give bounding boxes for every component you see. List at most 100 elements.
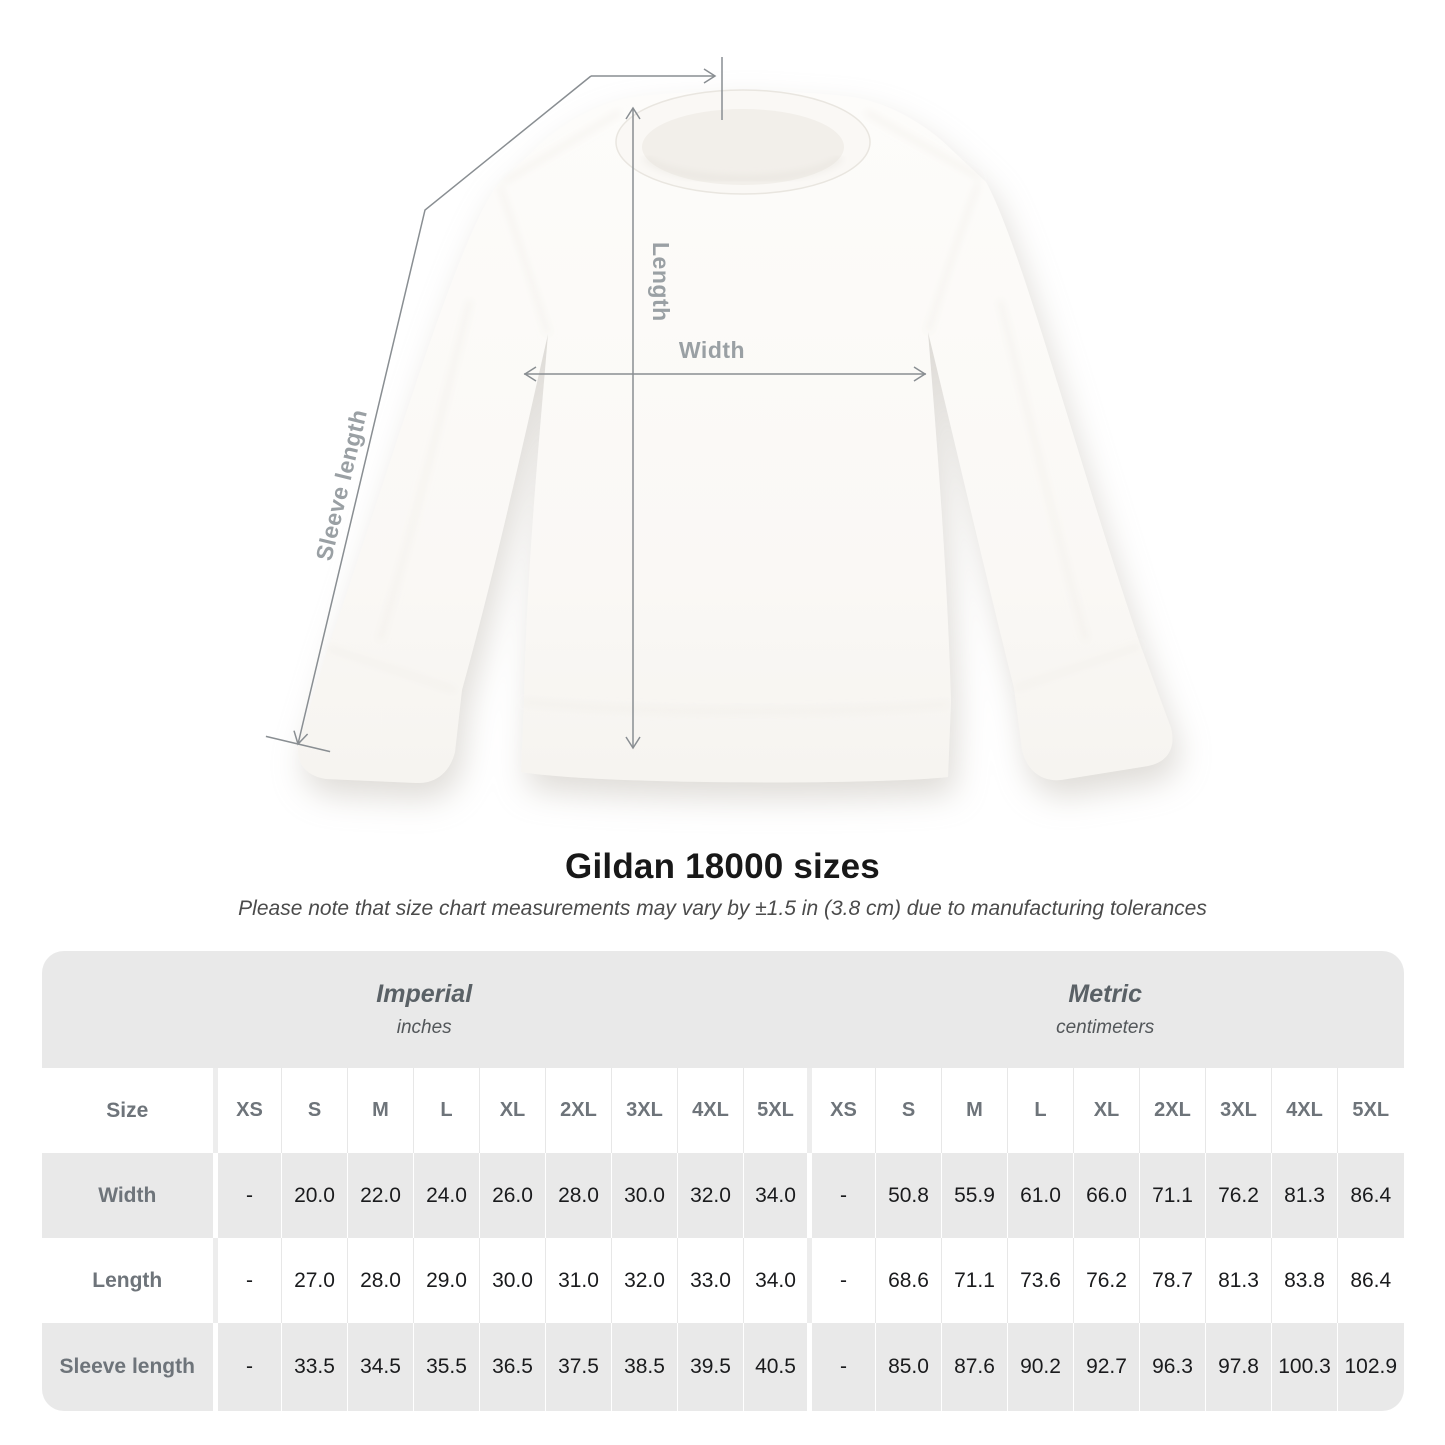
value-cell-metric: 83.8	[1271, 1238, 1338, 1323]
table-row-row-sleeve: Sleeve length -33.5 34.5 35.5 36.5 37.5 38.5 39…	[41, 1323, 1404, 1411]
value-cell-metric: -	[807, 1323, 876, 1411]
size-col-header-metric-2xl: 2XL	[1139, 1068, 1206, 1153]
measurement-row-label: Sleeve length	[59, 1355, 195, 1378]
table-row-row-length: Length -27.0 28.0 29.0 30.0 31.0 32.0 33.0 34.0-…	[41, 1238, 1404, 1323]
value-cell-metric: 100.3	[1271, 1323, 1338, 1411]
value-cell-imperial: 27.0	[281, 1238, 348, 1323]
metric-unit: centimeters	[1056, 1017, 1155, 1038]
value-cell-imperial: 33.5	[281, 1323, 348, 1411]
measurement-row-label: Length	[92, 1268, 163, 1292]
value-cell-imperial: 38.5	[611, 1323, 678, 1411]
value-cell-imperial: 20.0	[281, 1153, 348, 1238]
size-col-header-metric-3xl: 3XL	[1205, 1068, 1272, 1153]
tolerance-note: Please note that size chart measurements…	[238, 897, 1207, 920]
value-cell-imperial: 28.0	[545, 1153, 612, 1238]
value-cell-imperial: 31.0	[545, 1238, 612, 1323]
value-cell-imperial: -	[213, 1323, 282, 1411]
value-cell-imperial: 28.0	[347, 1238, 414, 1323]
value-cell-imperial: -	[213, 1153, 282, 1238]
right-arrowhead-icon	[703, 68, 717, 84]
size-col-header-metric-xs: XS	[807, 1068, 876, 1153]
value-cell-metric: 102.9	[1337, 1323, 1404, 1411]
value-cell-imperial: 22.0	[347, 1153, 414, 1238]
size-col-header-metric-s: S	[875, 1068, 942, 1153]
value-cell-metric: 50.8	[875, 1153, 942, 1238]
size-col-header-imperial-m: M	[347, 1068, 414, 1153]
size-col-header-metric-5xl: 5XL	[1337, 1068, 1404, 1153]
sleeve-length-line	[297, 75, 592, 745]
page-title: Gildan 18000 sizes	[565, 847, 880, 886]
value-cell-imperial: 34.0	[743, 1153, 810, 1238]
metric-group-header: Metric centimeters	[807, 951, 1404, 1068]
measurement-lines	[265, 57, 927, 753]
size-table: Imperial inches Metric centimeters Size X…	[41, 951, 1404, 1411]
size-col-header-metric-xl: XL	[1073, 1068, 1140, 1153]
width-label: Width	[679, 337, 745, 363]
value-cell-metric: 61.0	[1007, 1153, 1074, 1238]
value-cell-imperial: 30.0	[611, 1153, 678, 1238]
value-cell-metric: 86.4	[1337, 1238, 1404, 1323]
size-col-header-metric-4xl: 4XL	[1271, 1068, 1338, 1153]
value-cell-imperial: 39.5	[677, 1323, 744, 1411]
imperial-title: Imperial	[376, 980, 473, 1008]
value-cell-metric: 90.2	[1007, 1323, 1074, 1411]
size-col-header-imperial-xl: XL	[479, 1068, 546, 1153]
right-arrowhead2-icon	[913, 366, 927, 382]
value-cell-imperial: 32.0	[677, 1153, 744, 1238]
unit-group-header: Imperial inches Metric centimeters	[41, 951, 1404, 1068]
sleeve-length-label: Sleeve length	[311, 407, 372, 564]
value-cell-metric: -	[807, 1238, 876, 1323]
sweatshirt-photo: Width Length Sleeve length	[265, 57, 1173, 784]
measurements-table: Size XS S M L XL 2XL 3XL 4XL 5XL XS S M L XL 2XL 3XL 4XL 5…	[41, 1068, 1404, 1411]
table-row-row-width: Width -20.0 22.0 24.0 26.0 28.0 30.0 32.0 34.0-5…	[41, 1153, 1404, 1238]
value-cell-metric: 73.6	[1007, 1238, 1074, 1323]
length-label: Length	[648, 242, 674, 322]
value-cell-imperial: 37.5	[545, 1323, 612, 1411]
collar	[615, 89, 871, 195]
size-col-header-metric-m: M	[941, 1068, 1008, 1153]
value-cell-imperial: -	[213, 1238, 282, 1323]
down-arrowhead-icon	[625, 736, 641, 750]
value-cell-imperial: 34.5	[347, 1323, 414, 1411]
left-arrowhead-icon	[523, 366, 537, 382]
value-cell-metric: 76.2	[1205, 1153, 1272, 1238]
value-cell-metric: 71.1	[1139, 1153, 1206, 1238]
value-cell-imperial: 34.0	[743, 1238, 810, 1323]
size-col-header-imperial-l: L	[413, 1068, 480, 1153]
value-cell-metric: 55.9	[941, 1153, 1008, 1238]
sweatshirt-body	[297, 89, 1173, 784]
size-col-header-imperial-s: S	[281, 1068, 348, 1153]
imperial-group-header: Imperial inches	[42, 951, 807, 1068]
value-cell-imperial: 30.0	[479, 1238, 546, 1323]
size-col-header-imperial-4xl: 4XL	[677, 1068, 744, 1153]
value-cell-imperial: 35.5	[413, 1323, 480, 1411]
value-cell-imperial: 36.5	[479, 1323, 546, 1411]
value-cell-metric: 92.7	[1073, 1323, 1140, 1411]
value-cell-metric: 68.6	[875, 1238, 942, 1323]
value-cell-metric: 97.8	[1205, 1323, 1272, 1411]
sleeve-end-tick	[265, 735, 331, 753]
value-cell-metric: 78.7	[1139, 1238, 1206, 1323]
imperial-unit: inches	[396, 1017, 452, 1038]
value-cell-imperial: 40.5	[743, 1323, 810, 1411]
value-cell-metric: 66.0	[1073, 1153, 1140, 1238]
size-header-row: Size XS S M L XL 2XL 3XL 4XL 5XL XS S M L XL 2XL 3XL 4XL 5…	[41, 1068, 1404, 1153]
size-col-header-metric-l: L	[1007, 1068, 1074, 1153]
value-cell-metric: 86.4	[1337, 1153, 1404, 1238]
size-col-header-imperial-xs: XS	[213, 1068, 282, 1153]
size-col-header-imperial-3xl: 3XL	[611, 1068, 678, 1153]
value-cell-metric: -	[807, 1153, 876, 1238]
value-cell-metric: 76.2	[1073, 1238, 1140, 1323]
value-cell-imperial: 33.0	[677, 1238, 744, 1323]
value-cell-metric: 71.1	[941, 1238, 1008, 1323]
value-cell-imperial: 26.0	[479, 1153, 546, 1238]
value-cell-metric: 81.3	[1205, 1238, 1272, 1323]
value-cell-metric: 96.3	[1139, 1323, 1206, 1411]
value-cell-metric: 85.0	[875, 1323, 942, 1411]
measurement-row-label: Width	[98, 1183, 157, 1207]
up-arrowhead-icon	[625, 106, 641, 120]
value-cell-imperial: 29.0	[413, 1238, 480, 1323]
garment-seams	[327, 111, 1141, 713]
size-col-header-imperial-5xl: 5XL	[743, 1068, 810, 1153]
value-cell-metric: 81.3	[1271, 1153, 1338, 1238]
